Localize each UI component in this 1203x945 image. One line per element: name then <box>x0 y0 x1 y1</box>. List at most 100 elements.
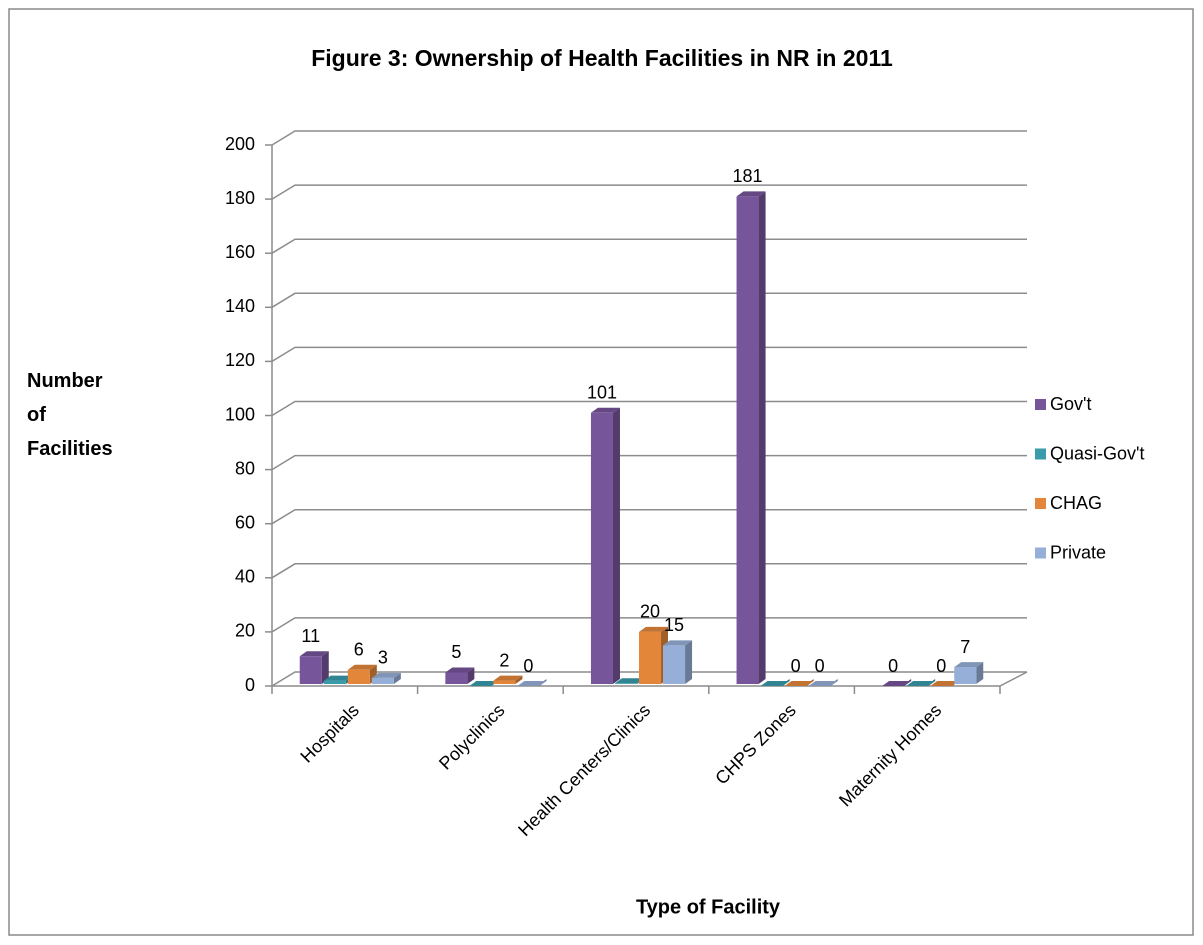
bar-front <box>614 683 637 684</box>
grid-line <box>271 508 1027 525</box>
bar-side <box>467 667 475 684</box>
grid-line <box>271 238 1027 254</box>
data-label: 15 <box>664 615 684 635</box>
legend-label: Private <box>1050 542 1106 562</box>
bar-top <box>469 681 499 686</box>
bar-top <box>517 681 547 686</box>
chart-title: Figure 3: Ownership of Health Facilities… <box>311 45 893 71</box>
bar <box>445 667 475 684</box>
bar <box>663 640 693 684</box>
chart-border <box>8 8 1194 936</box>
bar-side <box>515 675 523 684</box>
bar <box>517 679 547 686</box>
data-label: 7 <box>960 637 970 657</box>
bar <box>954 662 984 684</box>
bar-top <box>445 667 475 673</box>
bar <box>493 675 523 684</box>
bar-top <box>371 672 401 678</box>
data-label: 0 <box>523 656 533 676</box>
y-tick-label: 160 <box>225 242 255 262</box>
data-label: 0 <box>815 656 825 676</box>
bar-front <box>663 645 686 684</box>
data-label: 20 <box>640 602 660 622</box>
bar-front <box>299 656 322 684</box>
x-tick-label: Health Centers/Clinics <box>514 700 654 840</box>
data-label: 3 <box>378 648 388 668</box>
bar <box>299 651 329 684</box>
data-label: 5 <box>451 642 461 662</box>
x-tick-label: CHPS Zones <box>711 700 799 788</box>
bar-top <box>663 640 693 646</box>
y-tick-label: 180 <box>225 188 255 208</box>
bar-front <box>371 677 394 684</box>
grid-line <box>271 454 1027 471</box>
bar-front <box>736 196 759 684</box>
data-label: 101 <box>587 383 617 403</box>
legend-swatch <box>1035 448 1046 460</box>
bar-top <box>347 664 377 670</box>
bar-side <box>612 407 620 684</box>
bar-top <box>590 407 620 413</box>
bar-front <box>493 680 516 684</box>
bar-top <box>493 675 523 681</box>
bar-top <box>930 681 960 686</box>
bar <box>882 679 912 686</box>
bar-top <box>808 681 838 686</box>
y-tick-label: 200 <box>225 134 255 154</box>
x-axis-title: Type of Facility <box>636 896 781 918</box>
x-tick-label: Maternity Homes <box>835 700 945 810</box>
legend-swatch <box>1035 547 1046 559</box>
grid-line <box>271 617 1027 633</box>
grid-line <box>271 292 1027 308</box>
data-label: 2 <box>499 650 509 670</box>
bar-front <box>590 412 613 684</box>
bar <box>760 679 790 686</box>
grid-line <box>271 184 1027 200</box>
bar-front <box>639 631 662 684</box>
bar-top <box>882 681 912 686</box>
bar-top <box>614 678 644 684</box>
bar-front <box>323 680 346 684</box>
x-tick-label: Polyclinics <box>435 700 509 774</box>
bar-side <box>685 640 693 684</box>
bar <box>906 679 936 686</box>
bar-top <box>760 681 790 686</box>
y-axis-title: Number of Facilities <box>27 370 113 460</box>
y-tick-label: 140 <box>225 296 255 316</box>
grid-line <box>271 130 1027 146</box>
bar <box>784 679 814 686</box>
bar-top <box>639 626 669 632</box>
bar-side <box>758 191 766 684</box>
bar-front <box>445 672 468 684</box>
bar-top <box>736 191 766 197</box>
legend-label: CHAG <box>1050 493 1102 513</box>
y-tick-label: 20 <box>235 621 255 641</box>
bar-top <box>784 681 814 686</box>
bar-top <box>323 675 353 681</box>
data-label: 6 <box>354 640 364 660</box>
grid-line <box>271 563 1027 579</box>
legend-label: Quasi-Gov't <box>1050 443 1144 463</box>
data-label: 0 <box>791 656 801 676</box>
bar-top <box>954 662 984 668</box>
y-tick-label: 0 <box>245 675 255 695</box>
y-tick-label: 100 <box>225 404 255 424</box>
y-tick-label: 40 <box>235 567 255 587</box>
legend-swatch <box>1035 399 1046 410</box>
grid-line <box>271 346 1027 363</box>
bar <box>371 672 401 684</box>
bar-side <box>321 651 329 684</box>
grid-line <box>271 671 1027 687</box>
bar-top <box>299 651 329 657</box>
bar <box>808 679 838 686</box>
y-tick-label: 120 <box>225 350 255 370</box>
bar-top <box>906 681 936 686</box>
bar-front <box>347 669 370 684</box>
grid-line <box>271 400 1027 417</box>
legend-label: Gov't <box>1050 394 1091 414</box>
data-label: 0 <box>888 656 898 676</box>
data-label: 181 <box>733 166 763 186</box>
y-tick-label: 60 <box>235 512 255 532</box>
